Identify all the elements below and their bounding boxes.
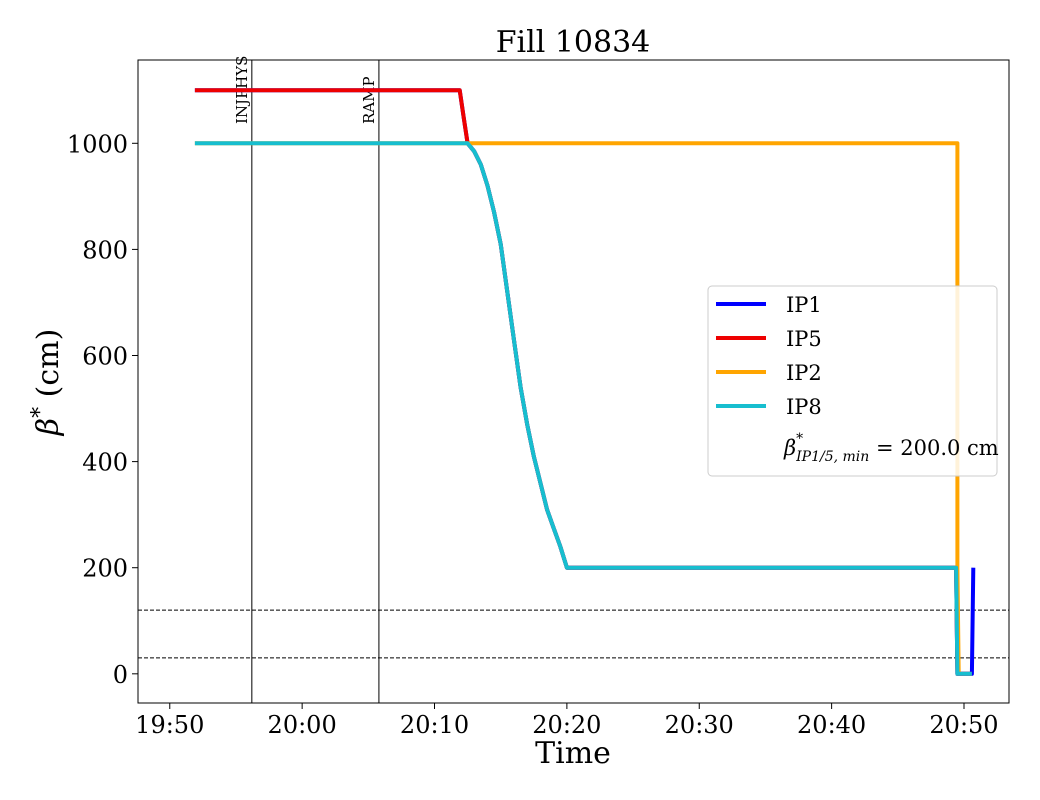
legend-label-ip5: IP5 [786,327,822,351]
y-tick-label: 800 [82,236,128,264]
x-tick-label: 20:50 [929,711,998,739]
event-label-ramp: RAMP [360,76,378,124]
legend-box [707,285,998,477]
x-tick-label: 19:50 [135,711,204,739]
y-tick-label: 600 [82,343,128,371]
y-tick-label: 1000 [67,130,128,158]
y-axis-label: β* (cm) [28,329,66,437]
legend-label-ip8: IP8 [786,395,822,419]
series-line-ip8 [194,141,972,676]
x-axis: 19:50 20:00 20:10 20:20 20:30 20:40 20:50 [135,703,999,739]
chart-title: Fill 10834 [496,25,651,60]
x-tick-label: 20:10 [400,711,469,739]
plot-frame [137,59,1010,704]
legend-label-ip2: IP2 [786,361,822,385]
x-tick-label: 20:00 [268,711,337,739]
y-tick-label: 200 [82,555,128,583]
x-tick-label: 20:30 [665,711,734,739]
y-axis: 0 200 400 600 800 1000 [67,130,138,689]
y-tick-label: 0 [113,661,128,689]
x-tick-label: 20:20 [532,711,601,739]
legend-label-ip1: IP1 [786,293,822,317]
y-tick-label: 400 [82,449,128,477]
x-axis-label: Time [535,736,611,771]
x-tick-label: 20:40 [797,711,866,739]
legend-beta-min-label: β* IP1/5, min = 200.0 cm [783,431,999,465]
legend: IP1 IP5 IP2 IP8 β* IP1/5, min = 200.0 cm [707,285,999,477]
